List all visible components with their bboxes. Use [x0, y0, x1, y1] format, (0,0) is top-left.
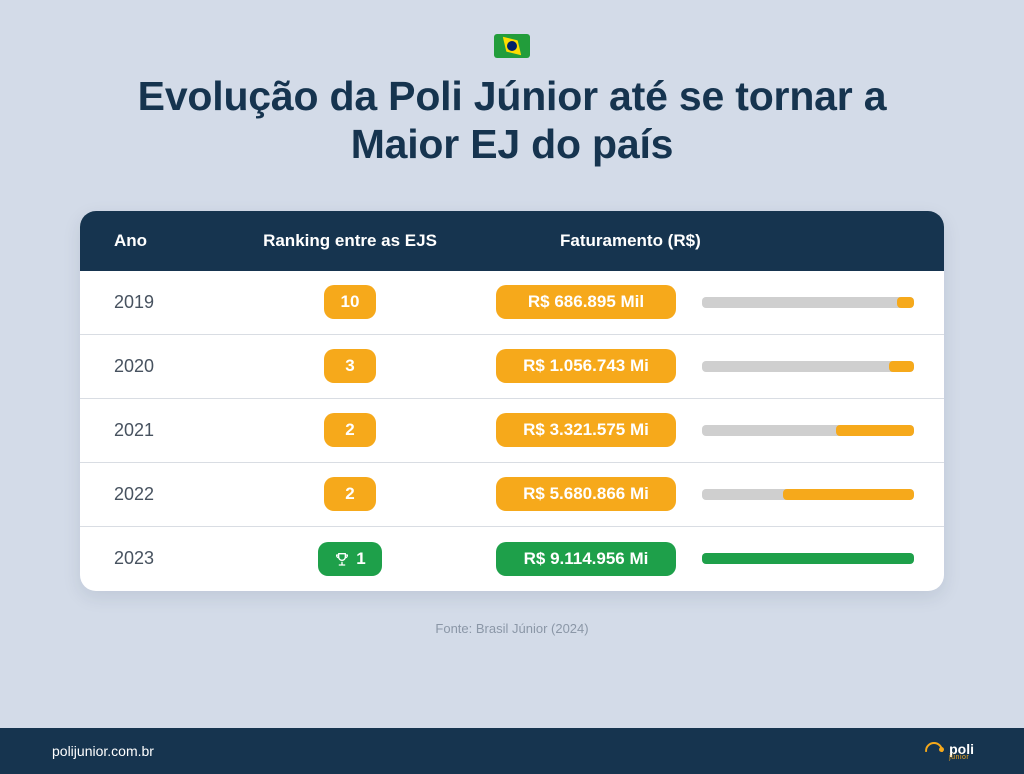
bar-track — [702, 361, 914, 372]
rank-pill: 2 — [324, 413, 376, 447]
evolution-table: Ano Ranking entre as EJS Faturamento (R$… — [80, 211, 944, 591]
bar-fill — [836, 425, 914, 436]
year-label: 2023 — [114, 548, 154, 568]
source-text: Fonte: Brasil Júnior (2024) — [0, 621, 1024, 636]
brazil-flag-icon — [494, 34, 530, 58]
rank-pill: 3 — [324, 349, 376, 383]
bar-track — [702, 425, 914, 436]
revenue-pill: R$ 9.114.956 Mi — [496, 542, 676, 576]
rank-value: 10 — [341, 292, 360, 312]
col-header-revenue: Faturamento (R$) — [470, 231, 942, 251]
infographic-page: Evolução da Poli Júnior até se tornar a … — [0, 34, 1024, 774]
brand-logo: poli júnior — [925, 741, 974, 761]
footer-url: polijunior.com.br — [52, 743, 154, 759]
col-header-ranking: Ranking entre as EJS — [230, 231, 470, 251]
bar-track — [702, 297, 914, 308]
bar-fill — [889, 361, 914, 372]
col-header-year: Ano — [80, 231, 230, 251]
revenue-pill: R$ 1.056.743 Mi — [496, 349, 676, 383]
rank-value: 2 — [345, 484, 354, 504]
table-row: 2019 10 R$ 686.895 Mil — [80, 271, 944, 335]
revenue-pill: R$ 3.321.575 Mi — [496, 413, 676, 447]
table-body: 2019 10 R$ 686.895 Mil 2020 3 R$ 1.056.743 Mi… — [80, 271, 944, 591]
rank-pill: 1 — [318, 542, 381, 576]
logo-mark-icon — [925, 742, 943, 760]
table-row: 2020 3 R$ 1.056.743 Mi — [80, 335, 944, 399]
page-title: Evolução da Poli Júnior até se tornar a … — [0, 72, 1024, 169]
table-row: 2022 2 R$ 5.680.866 Mi — [80, 463, 944, 527]
year-label: 2020 — [114, 356, 154, 376]
table-header: Ano Ranking entre as EJS Faturamento (R$… — [80, 211, 944, 271]
rank-value: 3 — [345, 356, 354, 376]
rank-value: 2 — [345, 420, 354, 440]
bar-fill — [783, 489, 914, 500]
bar-track — [702, 489, 914, 500]
bar-track — [702, 553, 914, 564]
year-label: 2021 — [114, 420, 154, 440]
trophy-icon — [334, 551, 350, 567]
revenue-pill: R$ 686.895 Mil — [496, 285, 676, 319]
footer-bar: polijunior.com.br poli júnior — [0, 728, 1024, 774]
table-row: 2021 2 R$ 3.321.575 Mi — [80, 399, 944, 463]
bar-fill — [897, 297, 914, 308]
revenue-pill: R$ 5.680.866 Mi — [496, 477, 676, 511]
year-label: 2019 — [114, 292, 154, 312]
rank-pill: 2 — [324, 477, 376, 511]
table-row: 2023 1 R$ 9.114.956 Mi — [80, 527, 944, 591]
year-label: 2022 — [114, 484, 154, 504]
rank-value: 1 — [356, 549, 365, 569]
rank-pill: 10 — [324, 285, 376, 319]
